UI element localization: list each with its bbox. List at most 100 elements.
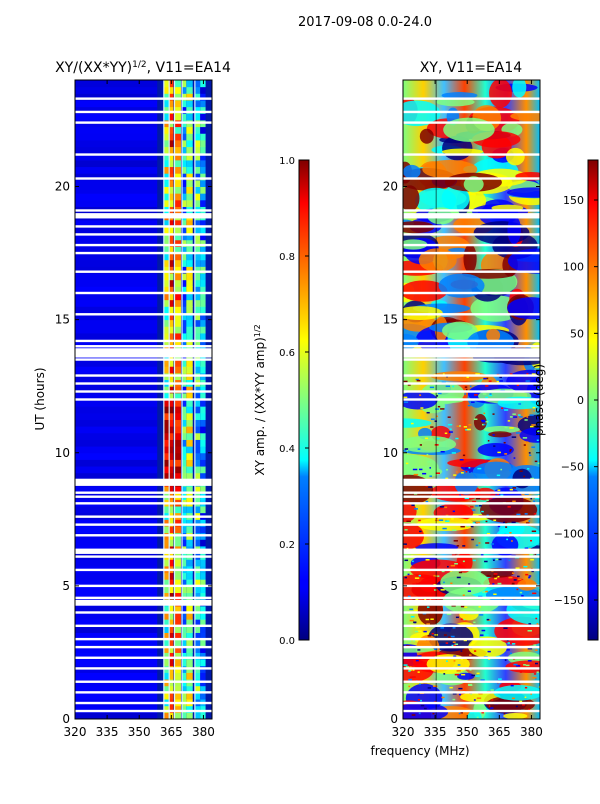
amp-cell — [169, 219, 174, 227]
phase-noise — [485, 542, 490, 544]
flagged-row — [403, 491, 540, 494]
amp-cell — [186, 246, 193, 254]
amp-cell — [186, 619, 193, 627]
amp-cell — [200, 572, 206, 580]
phase-cell — [505, 147, 525, 166]
phase-noise — [533, 410, 536, 412]
phase-noise — [436, 415, 438, 418]
flagged-row — [403, 225, 540, 228]
phase-noise — [516, 513, 521, 516]
phase-noise — [456, 670, 461, 672]
amp-cell — [194, 639, 201, 647]
phase-noise — [454, 673, 460, 676]
phase-noise — [406, 520, 411, 523]
phase-noise — [465, 388, 468, 391]
phase-noise — [529, 414, 534, 416]
colorbar-tick-label: 0.0 — [279, 636, 295, 647]
phase-noise — [407, 595, 411, 598]
amp-cell — [194, 146, 201, 154]
amp-cell — [169, 559, 174, 567]
amp-cell — [186, 426, 193, 434]
phase-cell — [507, 215, 522, 245]
amp-cell — [75, 486, 158, 494]
amp-cell — [182, 166, 187, 174]
phase-noise — [413, 621, 417, 624]
amp-cell — [194, 319, 201, 327]
flagged-row — [403, 680, 540, 683]
flagged-row — [403, 209, 540, 212]
amp-cell — [194, 126, 201, 134]
amp-cell — [174, 139, 181, 148]
phase-noise — [408, 669, 412, 672]
phase-noise — [460, 711, 464, 714]
amp-cell — [75, 705, 158, 713]
phase-noise — [460, 658, 464, 661]
flagged-row — [403, 502, 540, 505]
amp-cell — [186, 366, 193, 374]
flagged-row — [75, 584, 212, 588]
amp-cell — [182, 233, 187, 241]
amp-cell — [174, 366, 181, 374]
phase-noise — [509, 652, 513, 655]
amp-cell — [163, 99, 170, 108]
amp-cell — [169, 319, 174, 327]
phase-noise — [469, 471, 471, 473]
amp-cell — [186, 173, 193, 181]
amp-cell — [174, 539, 181, 547]
amp-cell — [163, 219, 170, 227]
phase-noise — [499, 376, 502, 379]
phase-noise — [530, 539, 533, 542]
phase-noise — [433, 685, 438, 687]
flagged-gap — [403, 478, 540, 486]
amp-cell — [182, 186, 187, 194]
amp-cell — [174, 299, 181, 307]
phase-noise — [484, 560, 488, 563]
amp-cell — [200, 139, 206, 148]
phase-noise — [460, 618, 463, 620]
phase-noise — [516, 588, 519, 591]
amp-cell — [186, 592, 193, 600]
phase-noise — [515, 705, 518, 708]
phase-noise — [505, 521, 508, 524]
phase-noise — [527, 647, 533, 650]
amp-cell — [174, 233, 181, 241]
x-tick-label: 320 — [64, 725, 87, 739]
amp-cell — [75, 519, 158, 527]
amp-cell — [186, 459, 193, 467]
amp-cell — [200, 219, 206, 227]
y-tick-label: 15 — [55, 313, 70, 327]
phase-cell — [442, 321, 478, 340]
amp-cell — [194, 592, 201, 600]
amp-cell — [200, 619, 206, 627]
flagged-row — [75, 534, 212, 537]
phase-noise — [456, 576, 461, 579]
amp-cell — [163, 625, 170, 633]
phase-noise — [536, 416, 540, 419]
amp-cell — [182, 159, 187, 168]
amp-cell — [200, 86, 206, 94]
phase-noise — [459, 458, 464, 461]
amp-cell — [174, 572, 181, 580]
amp-cell — [174, 273, 181, 281]
amp-cell — [182, 612, 187, 620]
phase-noise — [419, 394, 422, 396]
phase-noise — [479, 614, 484, 616]
phase-noise — [519, 671, 523, 673]
amp-cell — [194, 133, 201, 141]
amp-cell — [182, 692, 187, 700]
amp-cell — [194, 559, 201, 567]
phase-noise — [447, 416, 451, 418]
phase-noise — [418, 574, 421, 577]
phase-noise — [476, 716, 479, 719]
phase-noise — [471, 538, 475, 541]
amp-cell — [200, 472, 206, 480]
amp-cell — [200, 186, 206, 194]
phase-noise — [433, 518, 437, 520]
amp-cell — [186, 253, 193, 261]
amp-cell — [174, 199, 181, 207]
flagged-row — [75, 121, 212, 124]
phase-noise — [510, 488, 514, 491]
amp-cell — [182, 645, 187, 653]
amp-cell — [200, 712, 206, 719]
amp-cell — [163, 199, 170, 207]
